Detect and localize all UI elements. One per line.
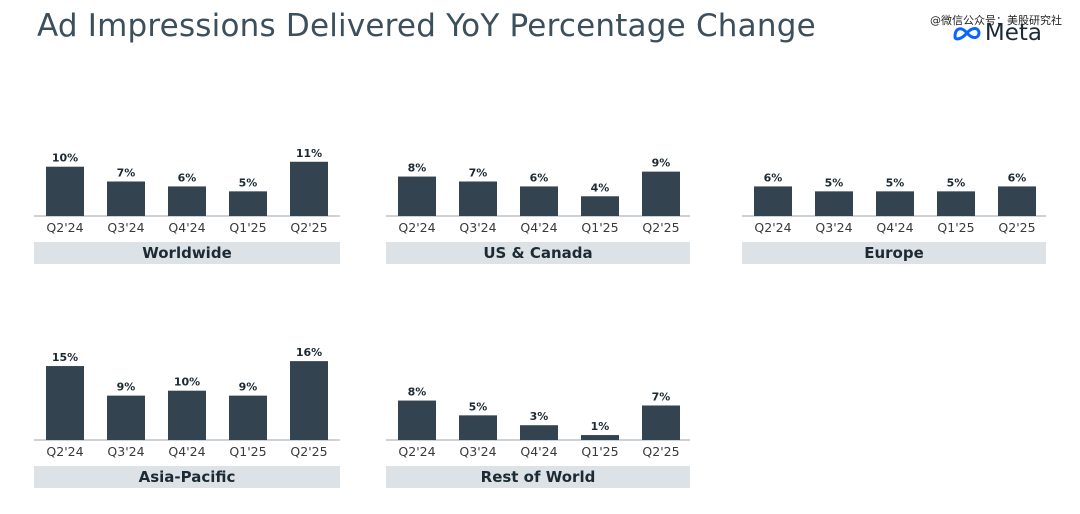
bar-rest-of-world-2 [459,415,497,440]
x-tick-label: Q4'24 [876,220,913,235]
bar-asia-pacific-1 [46,366,84,440]
x-tick-label: Q3'24 [107,220,144,235]
data-label: 16% [296,346,322,359]
region-band [386,466,690,488]
bar-asia-pacific-4 [229,395,267,440]
data-label: 1% [591,420,610,433]
data-label: 7% [469,166,488,179]
meta-logo-text: Meta [984,20,1042,46]
meta-infinity-icon [953,27,981,41]
x-tick-label: Q2'25 [642,444,679,459]
x-tick-label: Q4'24 [168,220,205,235]
data-label: 7% [117,166,136,179]
data-label: 10% [52,152,78,165]
watermark-text: @微信公众号：美股研究社 [930,14,1062,27]
bar-worldwide-2 [107,181,145,216]
x-tick-label: Q3'24 [815,220,852,235]
data-label: 5% [825,176,844,189]
x-tick-label: Q1'25 [937,220,974,235]
x-tick-label: Q2'25 [998,220,1035,235]
data-label: 3% [530,410,549,423]
bar-us-canada-1 [398,176,436,216]
data-label: 5% [886,176,905,189]
x-tick-label: Q2'25 [290,444,327,459]
x-tick-label: Q4'24 [168,444,205,459]
bar-us-canada-3 [520,186,558,216]
x-tick-label: Q2'24 [398,220,435,235]
data-label: 4% [591,181,610,194]
bar-europe-5 [998,186,1036,216]
data-label: 5% [469,400,488,413]
data-label: 5% [947,176,966,189]
x-tick-label: Q1'25 [229,220,266,235]
bar-worldwide-4 [229,191,267,216]
region-band [386,242,690,264]
bar-europe-2 [815,191,853,216]
bar-europe-3 [876,191,914,216]
data-label: 6% [178,171,197,184]
x-tick-label: Q1'25 [581,444,618,459]
x-tick-label: Q2'25 [290,220,327,235]
data-label: 5% [239,176,258,189]
region-band [742,242,1046,264]
bar-worldwide-1 [46,166,84,216]
bar-rest-of-world-1 [398,400,436,440]
x-tick-label: Q1'25 [229,444,266,459]
bar-rest-of-world-3 [520,425,558,440]
data-label: 15% [52,351,78,364]
data-label: 8% [408,162,427,175]
data-label: 11% [296,147,322,160]
meta-logo: Meta [952,20,1042,46]
chart-rest-of-world: 8% Q2'24 5% Q3'24 3% Q4'24 1% Q1'25 7% Q2'25 Rest … [386,386,690,488]
data-label: 8% [408,386,427,399]
data-label: 7% [652,390,671,403]
region-band [34,242,340,264]
chart-asia-pacific: 15% Q2'24 9% Q3'24 10% Q4'24 9% Q1'25 16% Q2'25 As… [34,346,340,488]
bar-worldwide-5 [290,161,328,216]
x-tick-label: Q2'24 [46,444,83,459]
data-label: 9% [239,381,258,394]
bar-asia-pacific-5 [290,361,328,440]
chart-worldwide: 10% Q2'24 7% Q3'24 6% Q4'24 5% Q1'25 11% Q2'25 Wor… [34,147,340,264]
data-label: 6% [530,171,549,184]
bar-rest-of-world-4 [581,435,619,440]
bar-asia-pacific-3 [168,390,206,440]
x-tick-label: Q3'24 [459,444,496,459]
x-tick-label: Q2'24 [46,220,83,235]
page-title: Ad Impressions Delivered YoY Percentage … [37,8,816,44]
region-label-rest-of-world: Rest of World [481,468,596,486]
data-label: 6% [764,171,783,184]
bar-europe-1 [754,186,792,216]
x-tick-label: Q2'24 [754,220,791,235]
bar-worldwide-3 [168,186,206,216]
region-label-asia-pacific: Asia-Pacific [139,468,236,486]
x-tick-label: Q2'25 [642,220,679,235]
bar-rest-of-world-5 [642,405,680,440]
region-label-worldwide: Worldwide [142,244,232,262]
data-label: 6% [1008,171,1027,184]
x-tick-label: Q3'24 [459,220,496,235]
region-label-europe: Europe [864,244,924,262]
x-tick-label: Q1'25 [581,220,618,235]
x-tick-label: Q3'24 [107,444,144,459]
data-label: 9% [117,381,136,394]
region-label-us-canada: US & Canada [483,244,592,262]
x-tick-label: Q2'24 [398,444,435,459]
bar-us-canada-2 [459,181,497,216]
bar-us-canada-4 [581,196,619,216]
data-label: 10% [174,376,200,389]
x-tick-label: Q4'24 [520,220,557,235]
bar-asia-pacific-2 [107,395,145,440]
x-tick-label: Q4'24 [520,444,557,459]
region-band [34,466,340,488]
data-label: 9% [652,157,671,170]
bar-europe-4 [937,191,975,216]
bar-us-canada-5 [642,171,680,216]
chart-us-canada: 8% Q2'24 7% Q3'24 6% Q4'24 4% Q1'25 9% Q2'25 US & … [386,157,690,264]
chart-europe: 6% Q2'24 5% Q3'24 5% Q4'24 5% Q1'25 6% Q2'25 Europ… [742,171,1046,264]
